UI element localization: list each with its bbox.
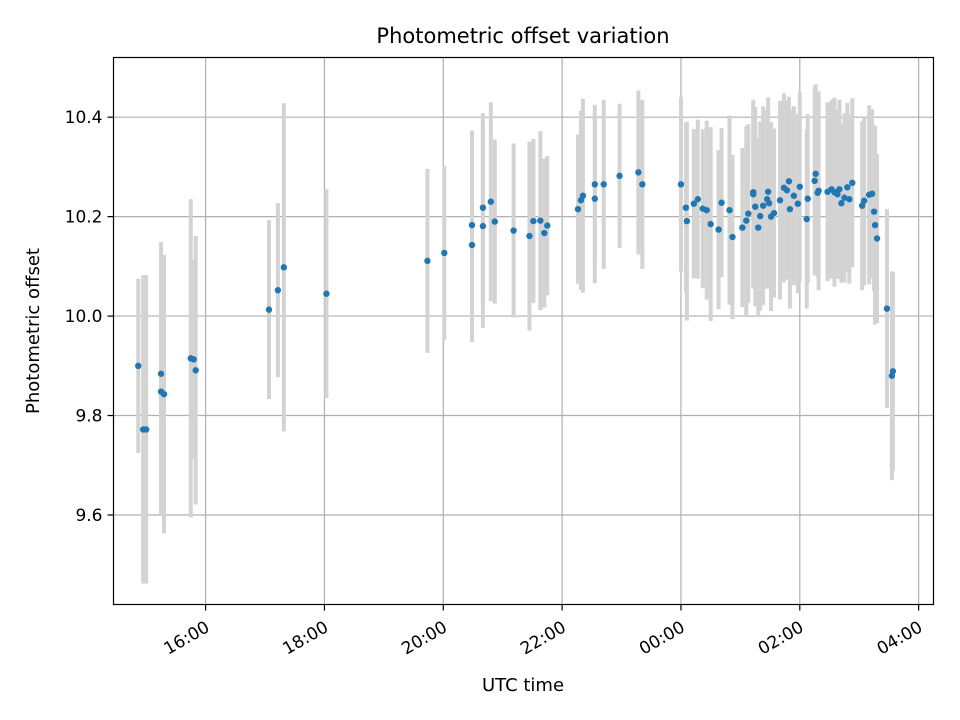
- data-point: [616, 172, 623, 180]
- data-point: [487, 198, 495, 205]
- data-point: [479, 204, 487, 211]
- data-point: [265, 306, 273, 313]
- data-point: [770, 209, 778, 217]
- data-point: [804, 195, 811, 202]
- data-point: [468, 221, 476, 229]
- data-point: [883, 305, 891, 312]
- y-tick-label: 9.8: [75, 407, 102, 427]
- data-point: [870, 208, 878, 215]
- data-point: [682, 204, 690, 211]
- data-point: [844, 184, 851, 191]
- data-point: [157, 370, 165, 377]
- data-point: [715, 226, 722, 233]
- data-point: [860, 197, 868, 204]
- data-point: [841, 194, 848, 201]
- data-point: [871, 221, 879, 229]
- data-point: [160, 390, 168, 398]
- data-point: [274, 287, 282, 294]
- data-point: [776, 197, 784, 204]
- data-point: [764, 188, 772, 195]
- data-point: [142, 426, 150, 433]
- data-point: [849, 179, 856, 187]
- data-point: [677, 181, 685, 188]
- data-point: [280, 264, 288, 271]
- data-point: [530, 217, 537, 225]
- data-point: [750, 191, 757, 198]
- data-point: [537, 217, 544, 224]
- x-axis-label: UTC time: [482, 675, 564, 696]
- data-point: [510, 227, 517, 234]
- data-point: [591, 195, 599, 202]
- data-point: [873, 235, 881, 242]
- data-point: [424, 257, 431, 265]
- data-point: [836, 186, 843, 193]
- data-point: [739, 224, 746, 231]
- data-point: [759, 202, 767, 209]
- data-point: [794, 200, 802, 207]
- data-point: [579, 192, 587, 199]
- data-point: [889, 368, 897, 375]
- data-point: [834, 191, 841, 198]
- data-point: [868, 190, 876, 197]
- data-point: [726, 206, 733, 214]
- data-point: [815, 187, 822, 194]
- data-point: [690, 200, 698, 207]
- data-point: [491, 218, 498, 225]
- y-axis: 9.6 9.8 10.0 10.2 10.4: [65, 108, 114, 526]
- data-point: [752, 203, 759, 210]
- data-point: [694, 196, 701, 203]
- data-point: [803, 215, 810, 223]
- data-point: [683, 217, 691, 225]
- data-point: [323, 290, 330, 297]
- data-point: [755, 224, 762, 231]
- data-point: [544, 222, 551, 229]
- data-point: [526, 232, 533, 240]
- data-point: [541, 229, 548, 237]
- y-tick-label: 10.4: [65, 108, 103, 128]
- data-point: [745, 210, 752, 217]
- data-point: [812, 170, 819, 178]
- data-point: [707, 220, 714, 228]
- data-point: [190, 356, 197, 363]
- data-point: [635, 169, 642, 176]
- data-point: [765, 200, 773, 207]
- data-point: [786, 205, 794, 213]
- data-point: [796, 183, 804, 190]
- data-point: [743, 217, 750, 224]
- data-point: [846, 196, 853, 203]
- data-points: [135, 169, 897, 433]
- data-point: [783, 187, 791, 194]
- data-point: [468, 241, 476, 249]
- data-point: [591, 181, 599, 188]
- data-point: [790, 192, 798, 199]
- data-point: [479, 222, 487, 230]
- data-point: [574, 205, 582, 213]
- data-point: [756, 212, 764, 220]
- y-axis-label: Photometric offset: [23, 248, 44, 414]
- data-point: [600, 181, 607, 188]
- chart-title: Photometric offset variation: [376, 24, 669, 48]
- data-point: [838, 200, 845, 207]
- data-point: [858, 202, 866, 209]
- data-point: [785, 178, 793, 185]
- y-tick-label: 10.2: [65, 208, 103, 228]
- data-point: [729, 233, 736, 241]
- data-point: [811, 177, 818, 185]
- y-tick-label: 9.6: [75, 506, 102, 526]
- data-point: [703, 206, 710, 214]
- data-point: [441, 249, 448, 257]
- data-point: [192, 367, 199, 374]
- y-tick-label: 10.0: [65, 307, 103, 327]
- data-point: [135, 362, 142, 370]
- plot-frame: [112, 56, 935, 606]
- data-point: [718, 199, 725, 206]
- data-point: [639, 181, 646, 188]
